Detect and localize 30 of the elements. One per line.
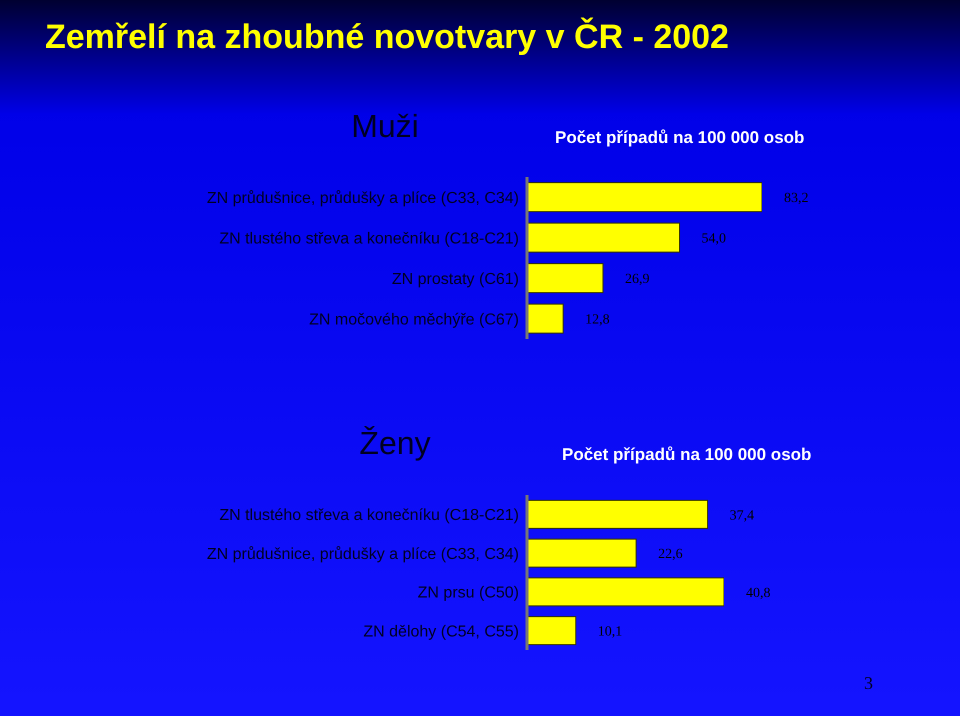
y-tick-label: ZN průdušnice, průdušky a plíce (C33, C34) (206, 546, 519, 563)
bar (527, 304, 564, 334)
data-label: 22,6 (658, 547, 683, 562)
chart-title: Zemřelí na zhoubné novotvary v ČR - 2002 (45, 18, 729, 57)
y-tick-label: ZN močového měchýře (C67) (309, 311, 519, 328)
y-tick-label: ZN prsu (C50) (418, 584, 519, 602)
text: Počet případů na 100 000 osob (562, 445, 812, 465)
data-label: 37,4 (730, 508, 754, 524)
bar (527, 263, 604, 294)
y-tick-label: ZN tlustého střeva a konečníku (C18-C21) (219, 507, 519, 524)
y-tick-label: ZN tlustého střeva a konečníku (C18-C21) (219, 230, 519, 248)
bar (527, 577, 724, 606)
bar (527, 182, 762, 212)
data-label: 83,2 (784, 191, 808, 206)
data-label: 40,8 (746, 586, 770, 601)
text: 3 (864, 673, 873, 694)
data-label: 10,1 (598, 624, 622, 640)
bar (527, 500, 708, 529)
data-label: 54,0 (702, 232, 726, 247)
chart-subtitle: Muži (350, 108, 420, 145)
y-tick-label: ZN prostaty (C61) (392, 270, 519, 288)
chart-subtitle: Ženy (358, 425, 432, 462)
y-tick-label: ZN průdušnice, průdušky a plíce (C33, C34) (206, 190, 519, 207)
bar (527, 538, 637, 568)
y-tick-label: ZN dělohy (C54, C55) (363, 623, 519, 640)
data-label: 12,8 (585, 312, 610, 328)
text: Počet případů na 100 000 osob (555, 128, 804, 148)
data-label: 26,9 (624, 272, 650, 288)
bar (527, 616, 576, 646)
bar (527, 222, 680, 253)
